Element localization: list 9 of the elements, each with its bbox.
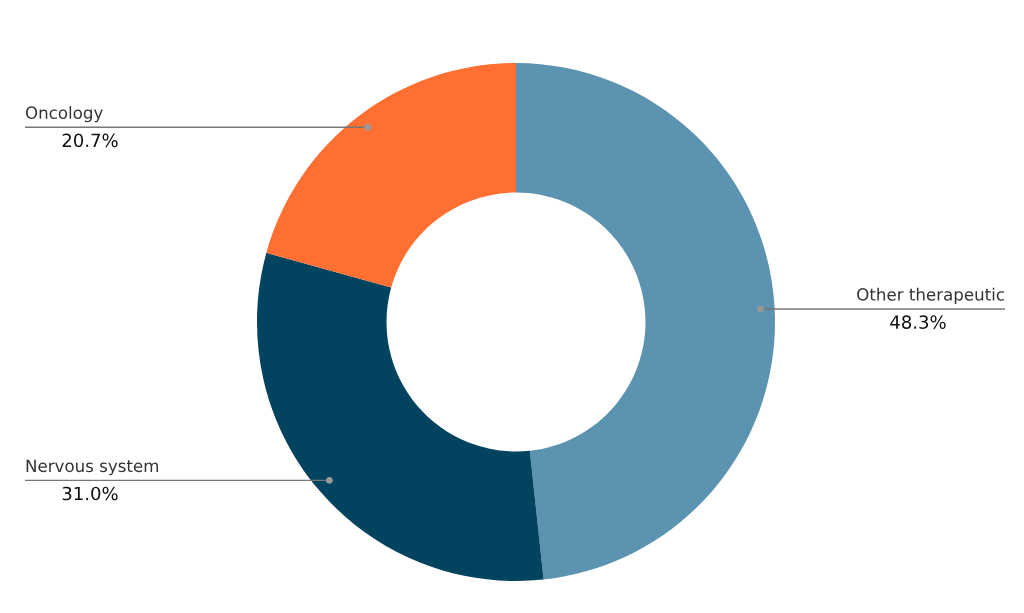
data-label: 31.0% <box>62 486 118 501</box>
donut-slice <box>266 63 516 288</box>
slice-label: Nervous system <box>26 459 159 476</box>
slice-label: Oncology <box>25 106 103 123</box>
donut-slice <box>516 63 775 580</box>
donut-slice <box>257 252 544 581</box>
slice-label: Other therapeutic <box>857 287 1004 304</box>
data-label: 48.3% <box>890 315 946 329</box>
data-label: 20.7% <box>62 133 118 148</box>
